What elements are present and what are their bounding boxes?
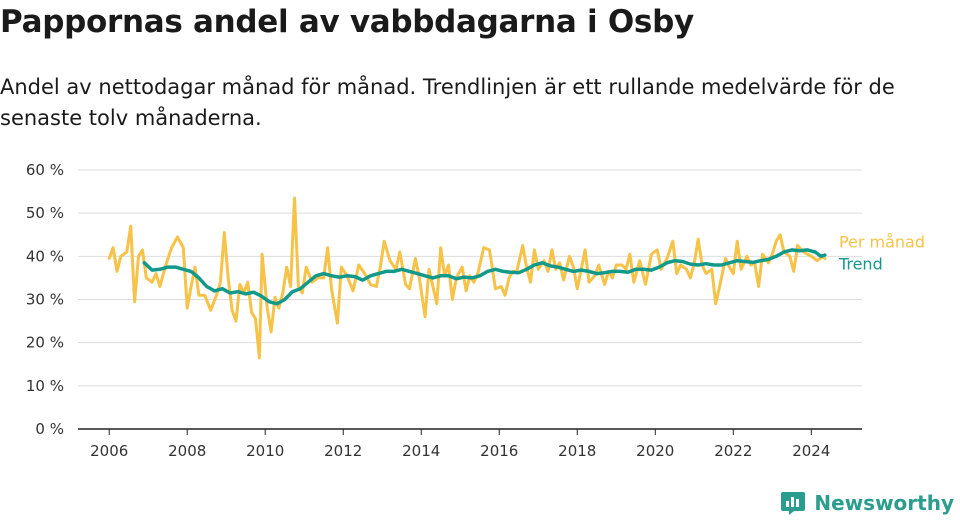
legend-label-trend: Trend bbox=[838, 254, 883, 273]
brand: Newsworthy bbox=[780, 490, 954, 516]
x-tick-label: 2012 bbox=[324, 442, 362, 460]
x-tick-label: 2020 bbox=[636, 442, 674, 460]
x-tick-label: 2006 bbox=[90, 442, 128, 460]
grid-lines bbox=[78, 169, 862, 387]
x-tick-label: 2016 bbox=[480, 442, 518, 460]
chart-subtitle: Andel av nettodagar månad för månad. Tre… bbox=[0, 75, 895, 130]
y-tick-label: 60 % bbox=[26, 161, 64, 179]
x-tick-label: 2024 bbox=[792, 442, 830, 460]
newsworthy-logo-icon bbox=[781, 492, 806, 515]
y-tick-label: 10 % bbox=[26, 377, 64, 395]
series-line-trend bbox=[142, 248, 827, 306]
y-tick-label: 30 % bbox=[26, 291, 64, 309]
y-tick-label: 40 % bbox=[26, 247, 64, 265]
y-tick-label: 20 % bbox=[26, 334, 64, 352]
chart-title: Pappornas andel av vabbdagarna i Osby bbox=[0, 4, 694, 40]
x-tick-label: 2008 bbox=[168, 442, 206, 460]
line-chart: 0 % 10 % 20 % 30 % 40 % 50 % 60 % 2006 2008 2010… bbox=[26, 161, 925, 460]
y-tick-label: 0 % bbox=[35, 420, 64, 438]
x-tick-label: 2022 bbox=[714, 442, 752, 460]
series-lines bbox=[107, 196, 827, 360]
x-tick-label: 2018 bbox=[558, 442, 596, 460]
y-tick-label: 50 % bbox=[26, 204, 64, 222]
x-axis: 2006 2008 2010 2012 2014 2016 2018 2020 2022 2024 bbox=[78, 428, 862, 460]
legend-label-per-manad: Per månad bbox=[839, 232, 925, 251]
legend: Per månad Trend bbox=[838, 232, 925, 273]
y-axis: 0 % 10 % 20 % 30 % 40 % 50 % 60 % bbox=[26, 161, 64, 438]
x-tick-label: 2014 bbox=[402, 442, 440, 460]
brand-name: Newsworthy bbox=[814, 491, 954, 515]
x-tick-label: 2010 bbox=[246, 442, 284, 460]
